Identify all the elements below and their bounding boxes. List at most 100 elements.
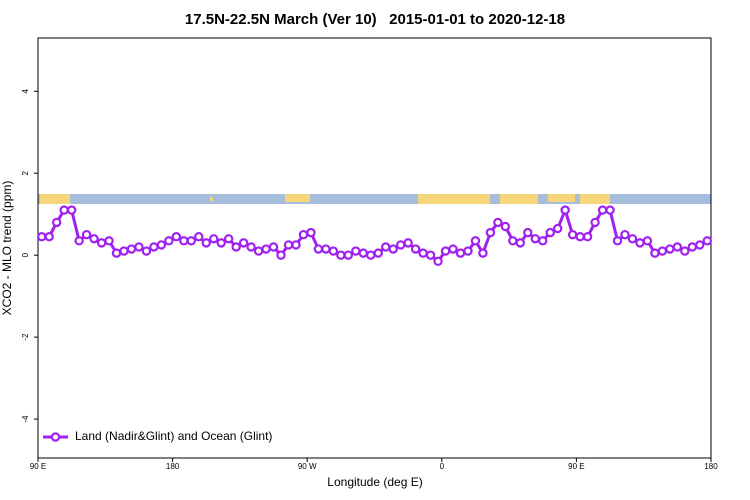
data-point: [530, 234, 540, 244]
data-point: [687, 242, 698, 252]
data-point: [343, 250, 354, 260]
data-point: [171, 232, 182, 242]
land-patch: [418, 194, 490, 204]
data-point: [66, 205, 77, 215]
data-point: [366, 250, 376, 260]
data-point: [141, 246, 152, 256]
legend-label: Land (Nadir&Glint) and Ocean (Glint): [75, 429, 272, 443]
land-patch: [500, 194, 538, 204]
land-patch: [40, 194, 70, 204]
data-point: [74, 236, 84, 246]
data-point: [597, 205, 608, 215]
data-point: [89, 234, 99, 244]
data-point: [179, 236, 189, 246]
data-point: [523, 227, 533, 238]
data-point: [194, 232, 204, 242]
y-tick-label: 0: [21, 252, 30, 257]
y-tick-label: 2: [21, 170, 30, 175]
x-tick-label: 180: [166, 462, 180, 471]
land-patch: [548, 194, 575, 202]
data-point: [567, 229, 578, 240]
data-point: [111, 248, 122, 258]
data-point: [590, 217, 600, 228]
ocean-strip: [38, 194, 711, 204]
legend-marker: [50, 432, 61, 442]
data-point: [605, 205, 615, 215]
data-point: [119, 246, 129, 256]
data-point: [388, 244, 398, 254]
data-point: [448, 244, 458, 254]
data-point: [164, 236, 174, 246]
data-point: [246, 242, 256, 252]
data-point: [81, 229, 92, 240]
data-point: [276, 250, 286, 260]
data-point: [627, 234, 638, 244]
data-point: [508, 236, 518, 246]
land-patch: [210, 197, 213, 201]
data-point: [231, 242, 241, 252]
data-point: [134, 242, 144, 252]
data-point: [358, 248, 368, 258]
land-patch: [285, 194, 310, 202]
data-point: [96, 238, 107, 248]
x-axis-title: Longitude (deg E): [327, 475, 422, 489]
data-point: [238, 238, 249, 248]
land-ocean-strip: [38, 194, 711, 204]
data-point: [433, 256, 443, 267]
data-point: [500, 221, 511, 232]
data-point: [545, 227, 555, 238]
x-tick-label: 90 W: [298, 462, 317, 471]
data-point: [485, 227, 496, 238]
data-point: [306, 227, 316, 238]
chart-title: 17.5N-22.5N March (Ver 10) 2015-01-01 to…: [185, 11, 565, 28]
data-point: [321, 244, 331, 254]
data-point: [149, 242, 159, 252]
data-point: [642, 236, 653, 246]
data-point: [650, 248, 660, 258]
data-point: [253, 246, 264, 256]
data-point: [44, 232, 54, 242]
land-patch: [580, 194, 610, 204]
data-point: [635, 238, 645, 248]
data-point: [373, 248, 383, 258]
data-point: [126, 244, 137, 254]
data-point: [209, 234, 219, 244]
data-point: [515, 238, 526, 248]
y-tick-label: -2: [21, 333, 30, 341]
data-point: [575, 232, 585, 242]
data-point: [403, 238, 413, 248]
y-tick-label: 4: [21, 88, 30, 93]
data-point: [470, 236, 481, 246]
data-point: [665, 244, 675, 254]
data-point: [381, 242, 391, 252]
data-point: [620, 229, 630, 240]
data-point: [672, 242, 683, 252]
data-point: [51, 217, 62, 228]
data-point: [261, 244, 271, 254]
data-point: [156, 240, 167, 250]
data-point: [538, 236, 548, 246]
data-point: [351, 246, 361, 256]
data-point: [328, 246, 339, 256]
data-point: [680, 246, 690, 256]
data-point: [268, 242, 279, 252]
data-point: [425, 250, 436, 260]
data-point: [695, 240, 705, 250]
data-point: [410, 244, 421, 254]
plot-frame: [37, 37, 712, 459]
data-point: [298, 229, 309, 240]
data-point: [37, 232, 47, 242]
data-point: [418, 248, 428, 258]
data-point: [612, 236, 623, 246]
data-point: [553, 223, 563, 234]
data-point: [463, 246, 473, 256]
data-point: [478, 248, 488, 258]
data-point: [283, 240, 294, 250]
x-tick-label: 0: [440, 462, 445, 471]
y-axis-title: XCO2 - MLO trend (ppm): [0, 181, 14, 316]
data-point: [291, 240, 301, 250]
data-point: [59, 205, 69, 215]
data-point: [336, 250, 346, 260]
